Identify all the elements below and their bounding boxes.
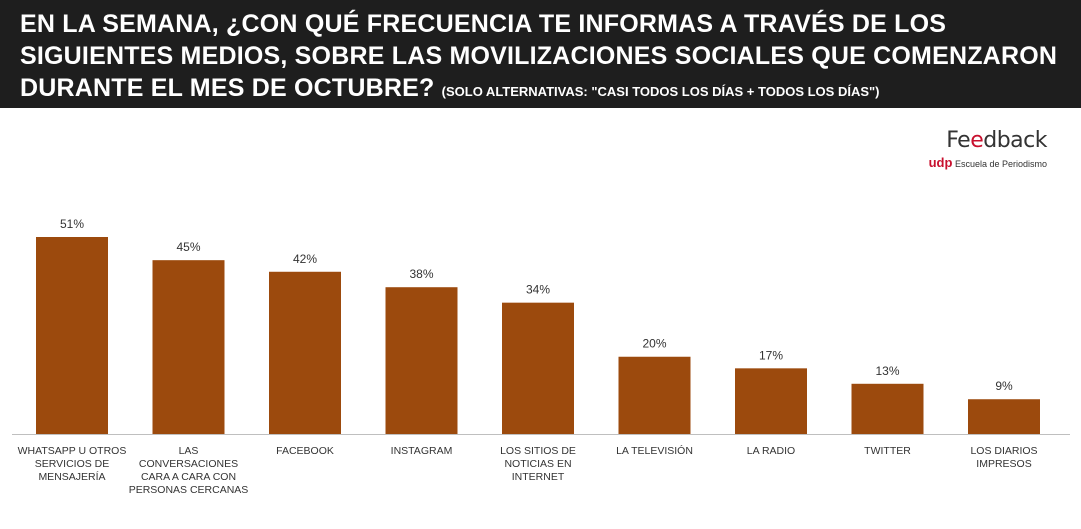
- category-tick-label: LOS SITIOS DE NOTICIAS EN INTERNET: [500, 445, 576, 483]
- bar: [735, 368, 807, 434]
- bar-value-label: 42%: [293, 252, 317, 266]
- bar: [152, 260, 225, 434]
- header-banner: EN LA SEMANA, ¿CON QUÉ FRECUENCIA TE INF…: [0, 0, 1081, 108]
- feedback-logo: Feedback udp Escuela de Periodismo: [917, 128, 1048, 170]
- category-tick-label: INSTAGRAM: [391, 445, 453, 457]
- bar-value-label: 13%: [875, 364, 899, 378]
- bar-value-label: 45%: [176, 240, 200, 254]
- udp-mark: udp: [928, 155, 953, 170]
- bar: [269, 271, 341, 434]
- bar: [618, 356, 691, 434]
- bar-value-label: 38%: [409, 267, 433, 281]
- category-tick-label: WHATSAPP U OTROS SERVICIOS DE MENSAJERÍA: [18, 445, 127, 483]
- chart-title-text: EN LA SEMANA, ¿CON QUÉ FRECUENCIA TE INF…: [20, 10, 1058, 102]
- logo-wordmark: Feedback: [946, 128, 1047, 153]
- bar-value-label: 34%: [526, 283, 550, 297]
- category-tick-label: LA TELEVISIÓN: [616, 444, 693, 457]
- chart-subtitle: (SOLO ALTERNATIVAS: "CASI TODOS LOS DÍAS…: [441, 84, 880, 99]
- bar: [851, 383, 924, 434]
- bar-value-label: 9%: [995, 379, 1013, 393]
- category-tick-label: LAS CONVERSACIONES CARA A CARA CON PERSONAS…: [129, 445, 249, 496]
- category-tick-label: LOS DIARIOS IMPRESOS: [970, 445, 1037, 470]
- logo-school-line: udp Escuela de Periodismo: [917, 155, 1047, 170]
- school-name: Escuela de Periodismo: [954, 159, 1047, 169]
- category-tick-label: TWITTER: [864, 445, 911, 457]
- category-tick-label: LA RADIO: [747, 445, 795, 457]
- bar: [36, 237, 108, 434]
- bar-value-label: 20%: [642, 337, 666, 351]
- category-tick-label: FACEBOOK: [276, 445, 334, 457]
- bar: [385, 287, 458, 434]
- bar: [502, 302, 574, 434]
- bar-value-label: 17%: [759, 348, 783, 362]
- bar-value-label: 51%: [60, 217, 84, 231]
- bar: [968, 399, 1040, 434]
- chart-title: EN LA SEMANA, ¿CON QUÉ FRECUENCIA TE INF…: [20, 8, 1061, 108]
